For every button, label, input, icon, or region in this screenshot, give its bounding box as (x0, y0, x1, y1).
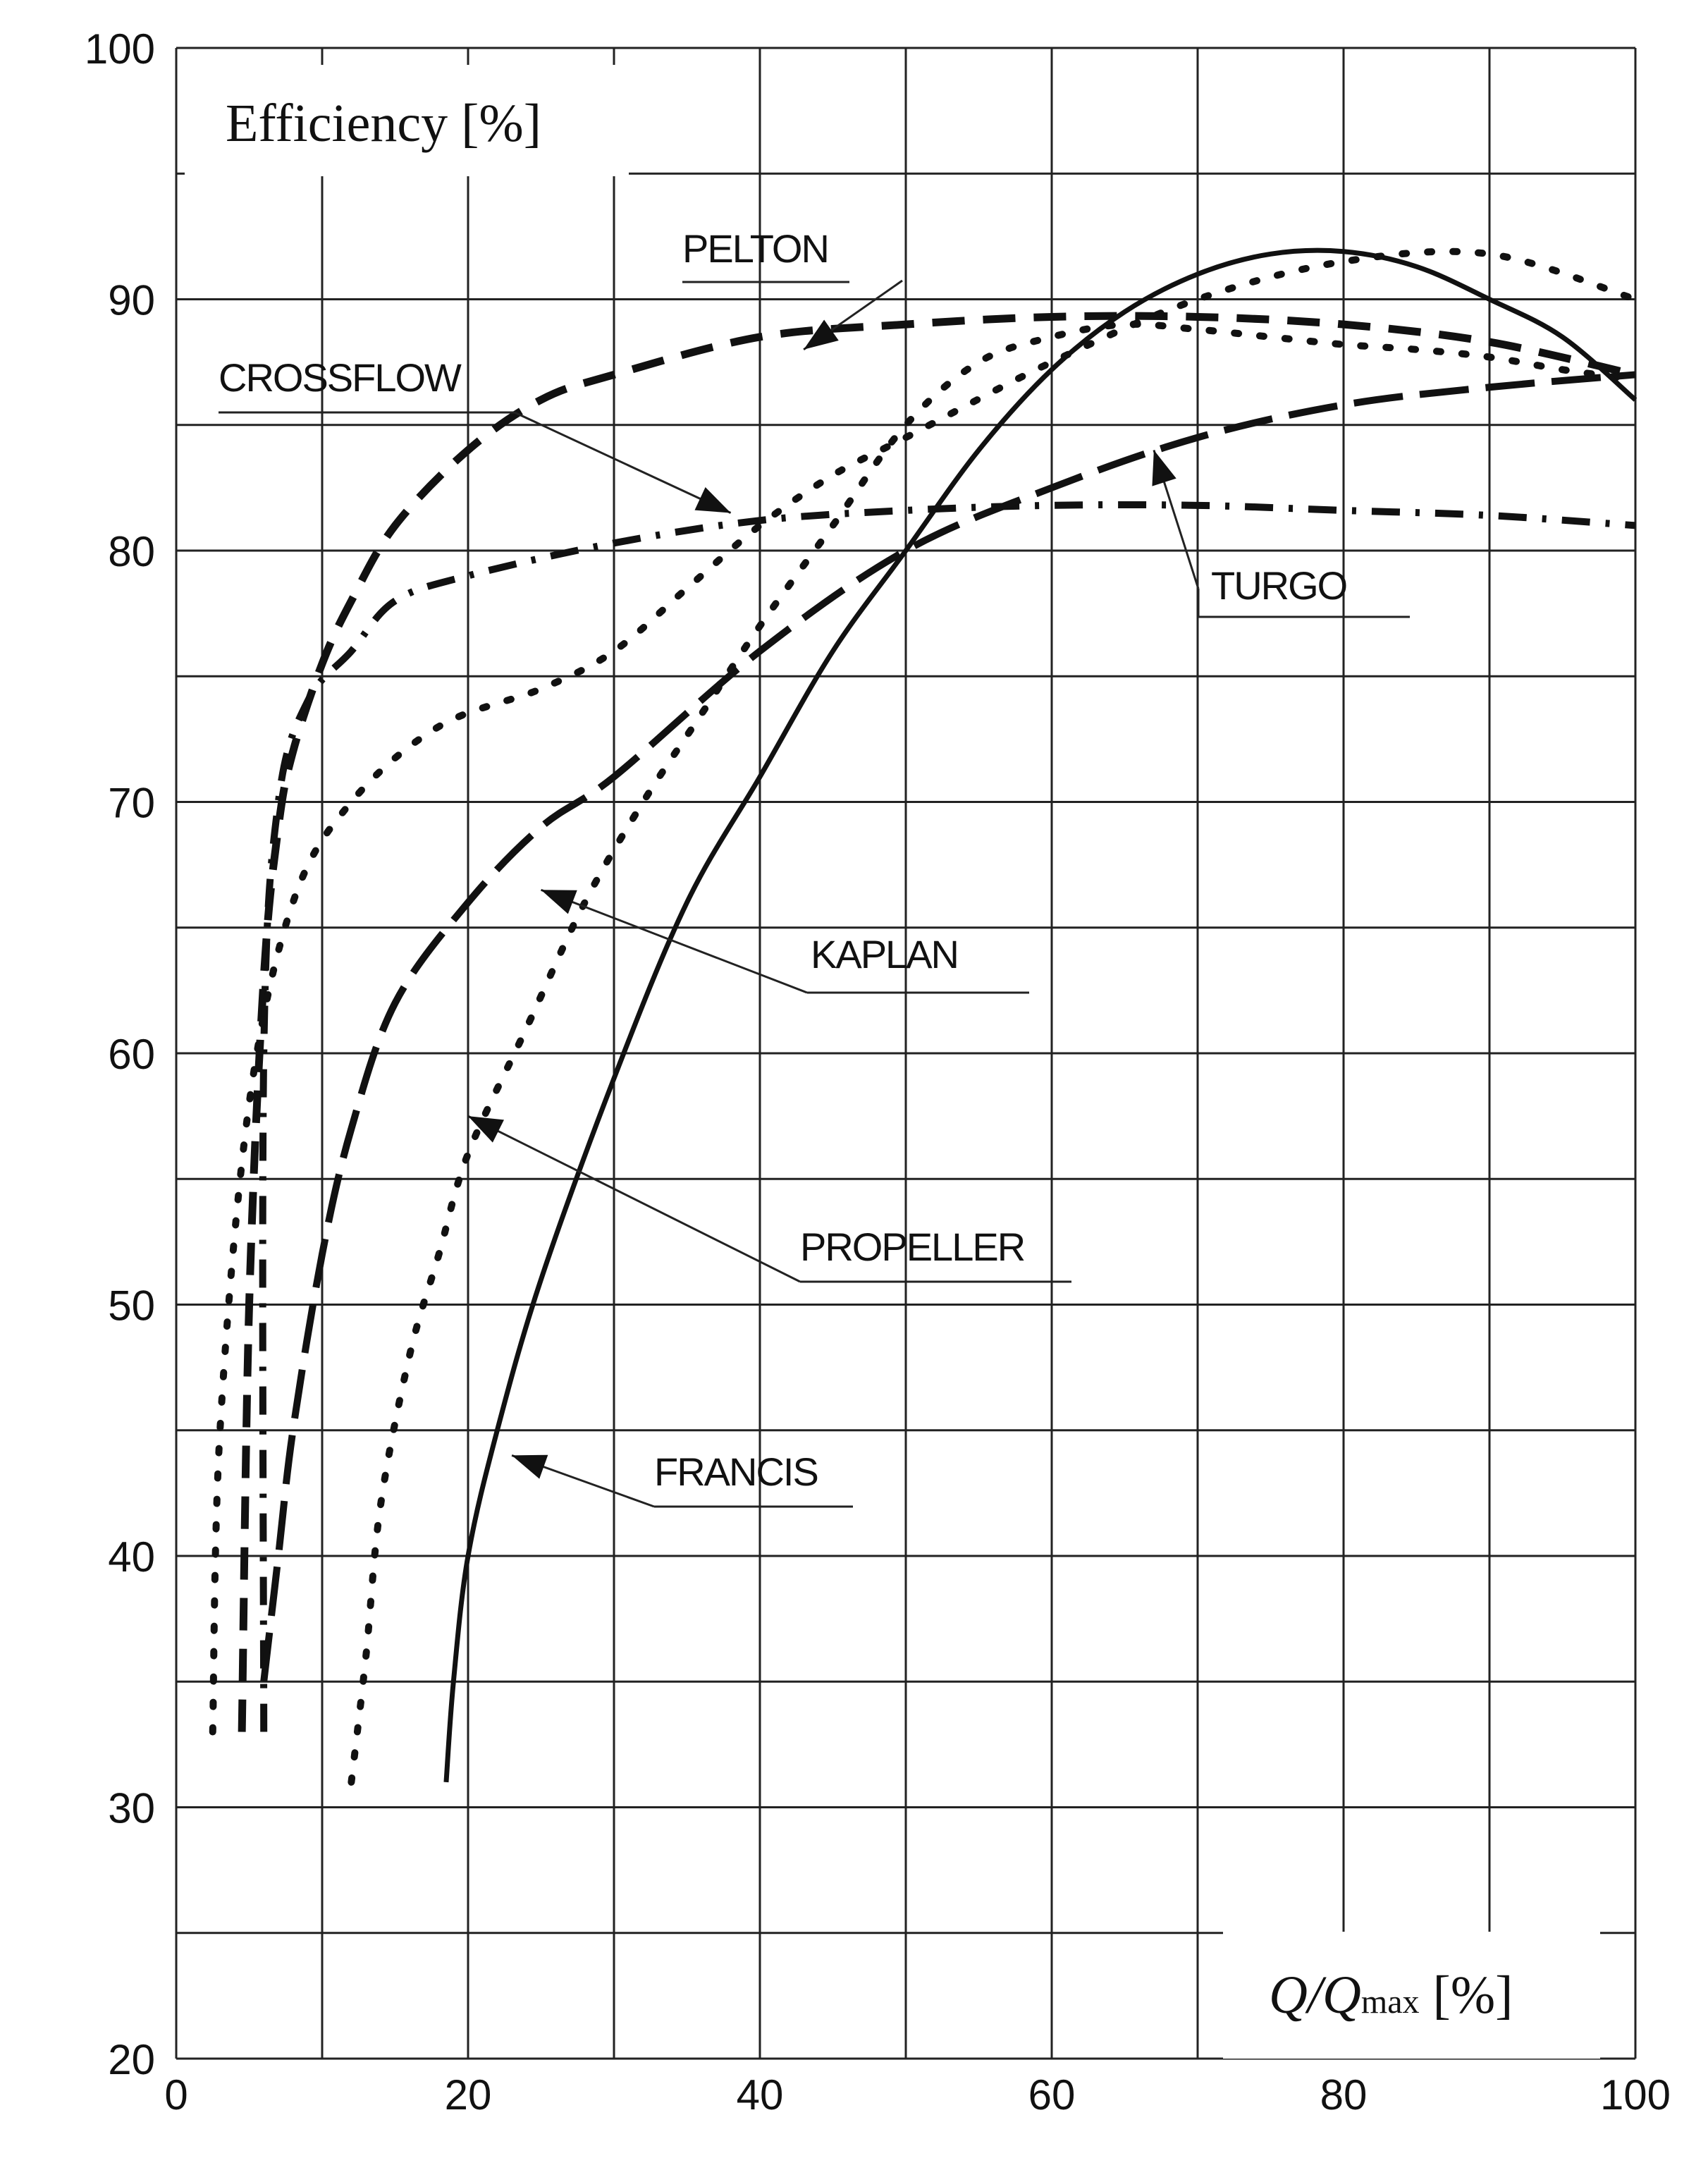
x-tick-label: 20 (445, 2071, 492, 2119)
x-tick-label: 0 (164, 2071, 188, 2119)
series-line-turgo (260, 371, 1636, 1682)
annotation-label-crossflow: CROSSFLOW (219, 355, 462, 400)
x-axis-title-main: Q/Q (1269, 1966, 1361, 2025)
annotation-label-francis: FRANCIS (654, 1449, 818, 1494)
annotation-leader-crossflow (514, 411, 732, 514)
series-line-crossflow (259, 501, 1636, 1732)
y-tick-label: 30 (108, 1785, 155, 1832)
y-axis-title: Efficiency [%] (226, 94, 541, 153)
y-tick-label: 20 (108, 2036, 155, 2083)
y-tick-label: 80 (108, 528, 155, 575)
annotation-label-propeller: PROPELLER (800, 1225, 1024, 1269)
x-axis-title: Q/Qmax [%] (1269, 1966, 1513, 2025)
annotation-arrowhead-kaplan (541, 890, 577, 914)
annotation-leader-kaplan (540, 888, 808, 994)
y-tick-label: 60 (108, 1031, 155, 1078)
x-tick-label: 80 (1320, 2071, 1368, 2119)
x-tick-label: 100 (1600, 2071, 1671, 2119)
y-tick-label: 70 (108, 780, 155, 827)
x-axis-title-tail: [%] (1420, 1966, 1513, 2025)
annotation-leader-propeller (467, 1115, 801, 1283)
annotation-arrowhead-pelton (804, 319, 839, 350)
series-line-propeller (348, 320, 1639, 1786)
y-tick-label: 100 (85, 25, 155, 73)
annotation-label-turgo: TURGO (1211, 563, 1346, 608)
ylabel-backing (185, 65, 629, 176)
xlabel-backing (1223, 1932, 1600, 2059)
y-tick-label: 90 (108, 277, 155, 324)
x-tick-label: 40 (737, 2071, 784, 2119)
curve-annotations: PELTON CROSSFLOW TURGO KAPLAN PROPELLER FRANC… (219, 226, 1410, 1508)
series-line-francis (443, 247, 1638, 1783)
annotation-arrowhead-francis (512, 1454, 548, 1479)
series-lines (209, 247, 1639, 1786)
annotation-label-kaplan: KAPLAN (811, 932, 958, 976)
annotation-label-pelton: PELTON (682, 226, 828, 271)
annotation-arrowhead-crossflow (694, 486, 731, 513)
annotation-arrowhead-turgo (1152, 450, 1176, 486)
x-tick-label: 60 (1028, 2071, 1076, 2119)
grid (175, 47, 1637, 2060)
annotation-arrowhead-propeller (468, 1116, 504, 1143)
y-tick-label: 40 (108, 1533, 155, 1581)
x-axis-title-sub: max (1361, 1983, 1420, 2021)
series-line-kaplan (209, 247, 1639, 1736)
y-tick-label: 50 (108, 1282, 155, 1330)
